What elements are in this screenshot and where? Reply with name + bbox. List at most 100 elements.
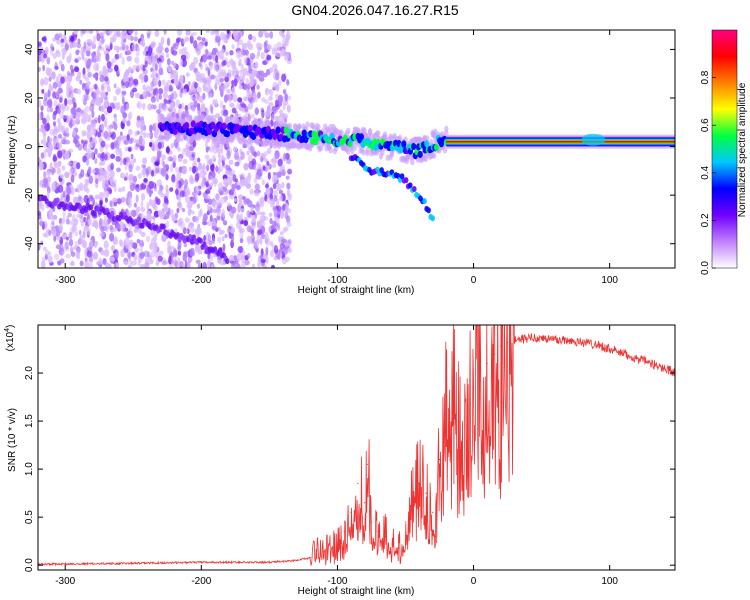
heatmap-noise-cell	[58, 133, 63, 139]
heatmap-noise-cell	[204, 41, 208, 47]
heatmap-noise-cell	[243, 67, 248, 76]
heatmap-noise-cell	[258, 152, 265, 158]
heatmap-secondary-cell	[189, 238, 195, 245]
heatmap-noise-cell	[64, 105, 70, 111]
heatmap-noise-cell	[131, 42, 137, 52]
heatmap-noise-cell	[106, 125, 113, 131]
heatmap-secondary-cell	[198, 237, 203, 244]
figure-title: GN04.2026.047.16.27.R15	[291, 2, 459, 18]
heatmap-noise-cell	[193, 56, 199, 65]
heatmap-noise-cell	[48, 230, 52, 237]
heatmap-halo-cell	[346, 148, 351, 155]
heatmap-noise-cell	[250, 113, 255, 120]
heatmap-noise-cell	[268, 212, 273, 217]
heatmap-noise-cell	[131, 242, 138, 249]
heatmap-noise-cell	[61, 47, 67, 54]
heatmap-branch-cell	[422, 198, 427, 205]
heatmap-noise-cell	[202, 175, 207, 183]
heatmap-noise-cell	[229, 194, 234, 200]
heatmap-noise-cell	[174, 166, 180, 172]
heatmap-noise-cell	[266, 160, 270, 166]
heatmap-noise-cell	[133, 202, 137, 208]
heatmap-noise-cell	[264, 183, 269, 189]
heatmap-noise-cell	[215, 193, 220, 201]
heatmap-noise-cell	[231, 261, 237, 268]
heatmap-noise-cell	[224, 233, 228, 239]
heatmap-halo-cell	[346, 127, 351, 135]
heatmap-noise-cell	[67, 98, 73, 106]
heatmap-halo-cell	[362, 127, 367, 134]
snr-data-point	[418, 482, 420, 485]
heatmap-noise-cell	[181, 166, 187, 175]
heatmap-noise-cell	[87, 71, 92, 78]
heatmap-noise-cell	[263, 41, 267, 51]
heatmap-noise-cell	[70, 174, 75, 183]
heatmap-noise-cell	[43, 92, 48, 101]
heatmap-noise-cell	[126, 49, 132, 55]
heatmap-noise-cell	[285, 205, 289, 213]
heatmap-noise-cell	[274, 99, 279, 108]
snr-data-point	[434, 535, 437, 537]
heatmap-noise-cell	[86, 45, 92, 52]
heatmap-noise-cell	[202, 87, 208, 92]
heatmap-noise-cell	[163, 97, 167, 105]
heatmap-noise-cell	[61, 105, 66, 113]
heatmap-noise-cell	[268, 88, 274, 97]
heatmap-noise-cell	[66, 186, 72, 196]
heatmap-noise-cell	[64, 139, 71, 145]
heatmap-noise-cell	[91, 128, 97, 136]
heatmap-noise-cell	[199, 75, 204, 84]
heatmap-noise-cell	[115, 263, 119, 268]
heatmap-noise-cell	[251, 69, 257, 77]
heatmap-noise-cell	[243, 56, 248, 66]
heatmap-noise-cell	[160, 167, 167, 177]
heatmap-noise-cell	[281, 182, 285, 189]
heatmap-noise-cell	[77, 71, 82, 79]
heatmap-noise-cell	[189, 35, 194, 44]
heatmap-noise-cell	[56, 141, 63, 150]
heatmap-noise-cell	[86, 148, 92, 154]
heatmap-noise-cell	[70, 93, 74, 99]
heatmap-noise-cell	[175, 37, 180, 44]
heatmap-noise-cell	[92, 92, 97, 100]
heatmap-secondary-cell	[83, 206, 88, 213]
heatmap-noise-cell	[263, 264, 267, 268]
heatmap-noise-cell	[263, 215, 267, 220]
heatmap-noise-cell	[197, 248, 203, 255]
heatmap-noise-cell	[272, 81, 278, 89]
heatmap-noise-cell	[176, 170, 182, 180]
heatmap-noise-cell	[101, 46, 105, 52]
heatmap-noise-cell	[131, 260, 137, 266]
heatmap-noise-cell	[252, 35, 257, 43]
heatmap-noise-cell	[109, 256, 116, 262]
heatmap-noise-cell	[193, 156, 197, 164]
heatmap-noise-cell	[254, 189, 260, 197]
heatmap-noise-cell	[97, 115, 101, 124]
heatmap-noise-cell	[247, 253, 251, 259]
snr-data-point	[622, 353, 624, 355]
heatmap-secondary-cell	[92, 210, 97, 217]
heatmap-noise-cell	[145, 132, 151, 138]
heatmap-noise-cell	[281, 257, 287, 265]
heatmap-noise-cell	[130, 153, 134, 160]
heatmap-noise-cell	[86, 84, 90, 90]
heatmap-noise-cell	[179, 190, 185, 198]
heatmap-x-tick-label: -300	[55, 275, 75, 286]
heatmap-noise-cell	[229, 254, 234, 262]
heatmap-noise-cell	[187, 80, 191, 87]
heatmap-noise-cell	[128, 177, 133, 186]
heatmap-noise-cell	[97, 45, 102, 50]
heatmap-noise-cell	[109, 43, 113, 51]
heatmap-noise-cell	[71, 223, 77, 233]
heatmap-noise-cell	[279, 242, 285, 249]
snr-data-point	[425, 492, 427, 494]
heatmap-noise-cell	[253, 177, 258, 184]
heatmap-noise-cell	[254, 240, 260, 250]
heatmap-noise-cell	[231, 44, 235, 50]
heatmap-halo-cell	[287, 122, 293, 130]
heatmap-noise-cell	[94, 221, 99, 230]
heatmap-noise-cell	[109, 177, 113, 186]
heatmap-marks	[38, 30, 675, 268]
heatmap-noise-cell	[135, 194, 139, 203]
heatmap-noise-cell	[278, 235, 282, 243]
